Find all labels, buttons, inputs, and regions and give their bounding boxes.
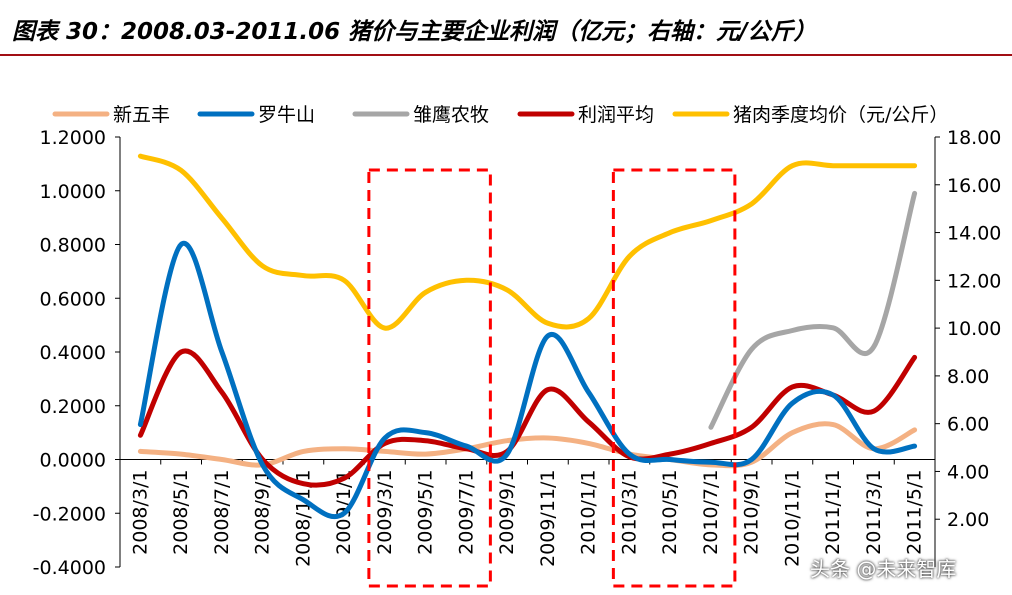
series-line-1 <box>137 240 918 520</box>
x-tick-label: 2010/1/1 <box>578 470 600 555</box>
right-tick-label: 2.00 <box>947 509 989 531</box>
x-tick-label: 2009/7/1 <box>455 470 477 555</box>
legend-label-4: 猪肉季度均价（元/公斤） <box>733 104 948 126</box>
x-tick-label: 2010/7/1 <box>700 470 722 555</box>
x-tick-label: 2011/5/1 <box>904 470 926 555</box>
right-tick-label: 18.00 <box>947 127 1001 149</box>
right-tick-label: 4.00 <box>947 461 989 483</box>
x-tick-label: 2010/11/1 <box>781 470 803 567</box>
highlight-box-1 <box>611 168 737 588</box>
series-line-4 <box>137 153 918 331</box>
x-tick-label: 2010/5/1 <box>659 470 681 555</box>
legend-label-0: 新五丰 <box>113 104 170 126</box>
right-tick-label: 10.00 <box>947 318 1001 340</box>
left-tick-label: 0.4000 <box>40 342 106 364</box>
x-tick-label: 2010/9/1 <box>741 470 763 555</box>
legend-label-1: 罗牛山 <box>258 104 315 126</box>
left-tick-label: -0.4000 <box>33 557 106 579</box>
left-tick-label: 0.0000 <box>40 450 106 472</box>
x-tick-label: 2009/5/1 <box>415 470 437 555</box>
title-divider <box>0 54 1012 56</box>
right-tick-label: 8.00 <box>947 366 989 388</box>
legend-label-3: 利润平均 <box>578 104 654 126</box>
x-tick-label: 2008/11/1 <box>292 470 314 567</box>
watermark: 头条 @未来智库 <box>810 557 957 581</box>
x-tick-label: 2008/7/1 <box>211 470 233 555</box>
x-tick-label: 2011/1/1 <box>822 470 844 555</box>
left-tick-label: 0.2000 <box>40 396 106 418</box>
x-tick-label: 2008/3/1 <box>129 470 151 555</box>
series-line-2 <box>708 190 918 430</box>
right-tick-label: 16.00 <box>947 175 1001 197</box>
left-tick-label: 1.0000 <box>40 181 106 203</box>
x-tick-label: 2009/3/1 <box>374 470 396 555</box>
line-chart: -0.4000 -0.2000 0.0000 0.2000 0.4000 0.6000 0.… <box>33 104 1001 588</box>
highlight-box-0 <box>367 168 492 588</box>
left-tick-label: 0.8000 <box>40 235 106 257</box>
left-tick-label: 1.2000 <box>40 127 106 149</box>
right-tick-label: 6.00 <box>947 414 989 436</box>
figure-header: 图表 30：2008.03-2011.06 猪价与主要企业利润（亿元；右轴：元/… <box>0 0 1012 60</box>
left-tick-label: -0.2000 <box>33 503 106 525</box>
x-tick-label: 2008/9/1 <box>252 470 274 555</box>
chart-title: 图表 30：2008.03-2011.06 猪价与主要企业利润（亿元；右轴：元/… <box>12 19 817 45</box>
left-tick-label: 0.6000 <box>40 288 106 310</box>
right-tick-label: 12.00 <box>947 270 1001 292</box>
legend-label-2: 雏鹰农牧 <box>413 104 489 126</box>
x-tick-label: 2010/3/1 <box>618 470 640 555</box>
x-tick-label: 2009/9/1 <box>496 470 518 555</box>
x-tick-label: 2008/5/1 <box>170 470 192 555</box>
right-tick-label: 14.00 <box>947 223 1001 245</box>
x-tick-label: 2009/11/1 <box>537 470 559 567</box>
x-tick-label: 2011/3/1 <box>863 470 885 555</box>
